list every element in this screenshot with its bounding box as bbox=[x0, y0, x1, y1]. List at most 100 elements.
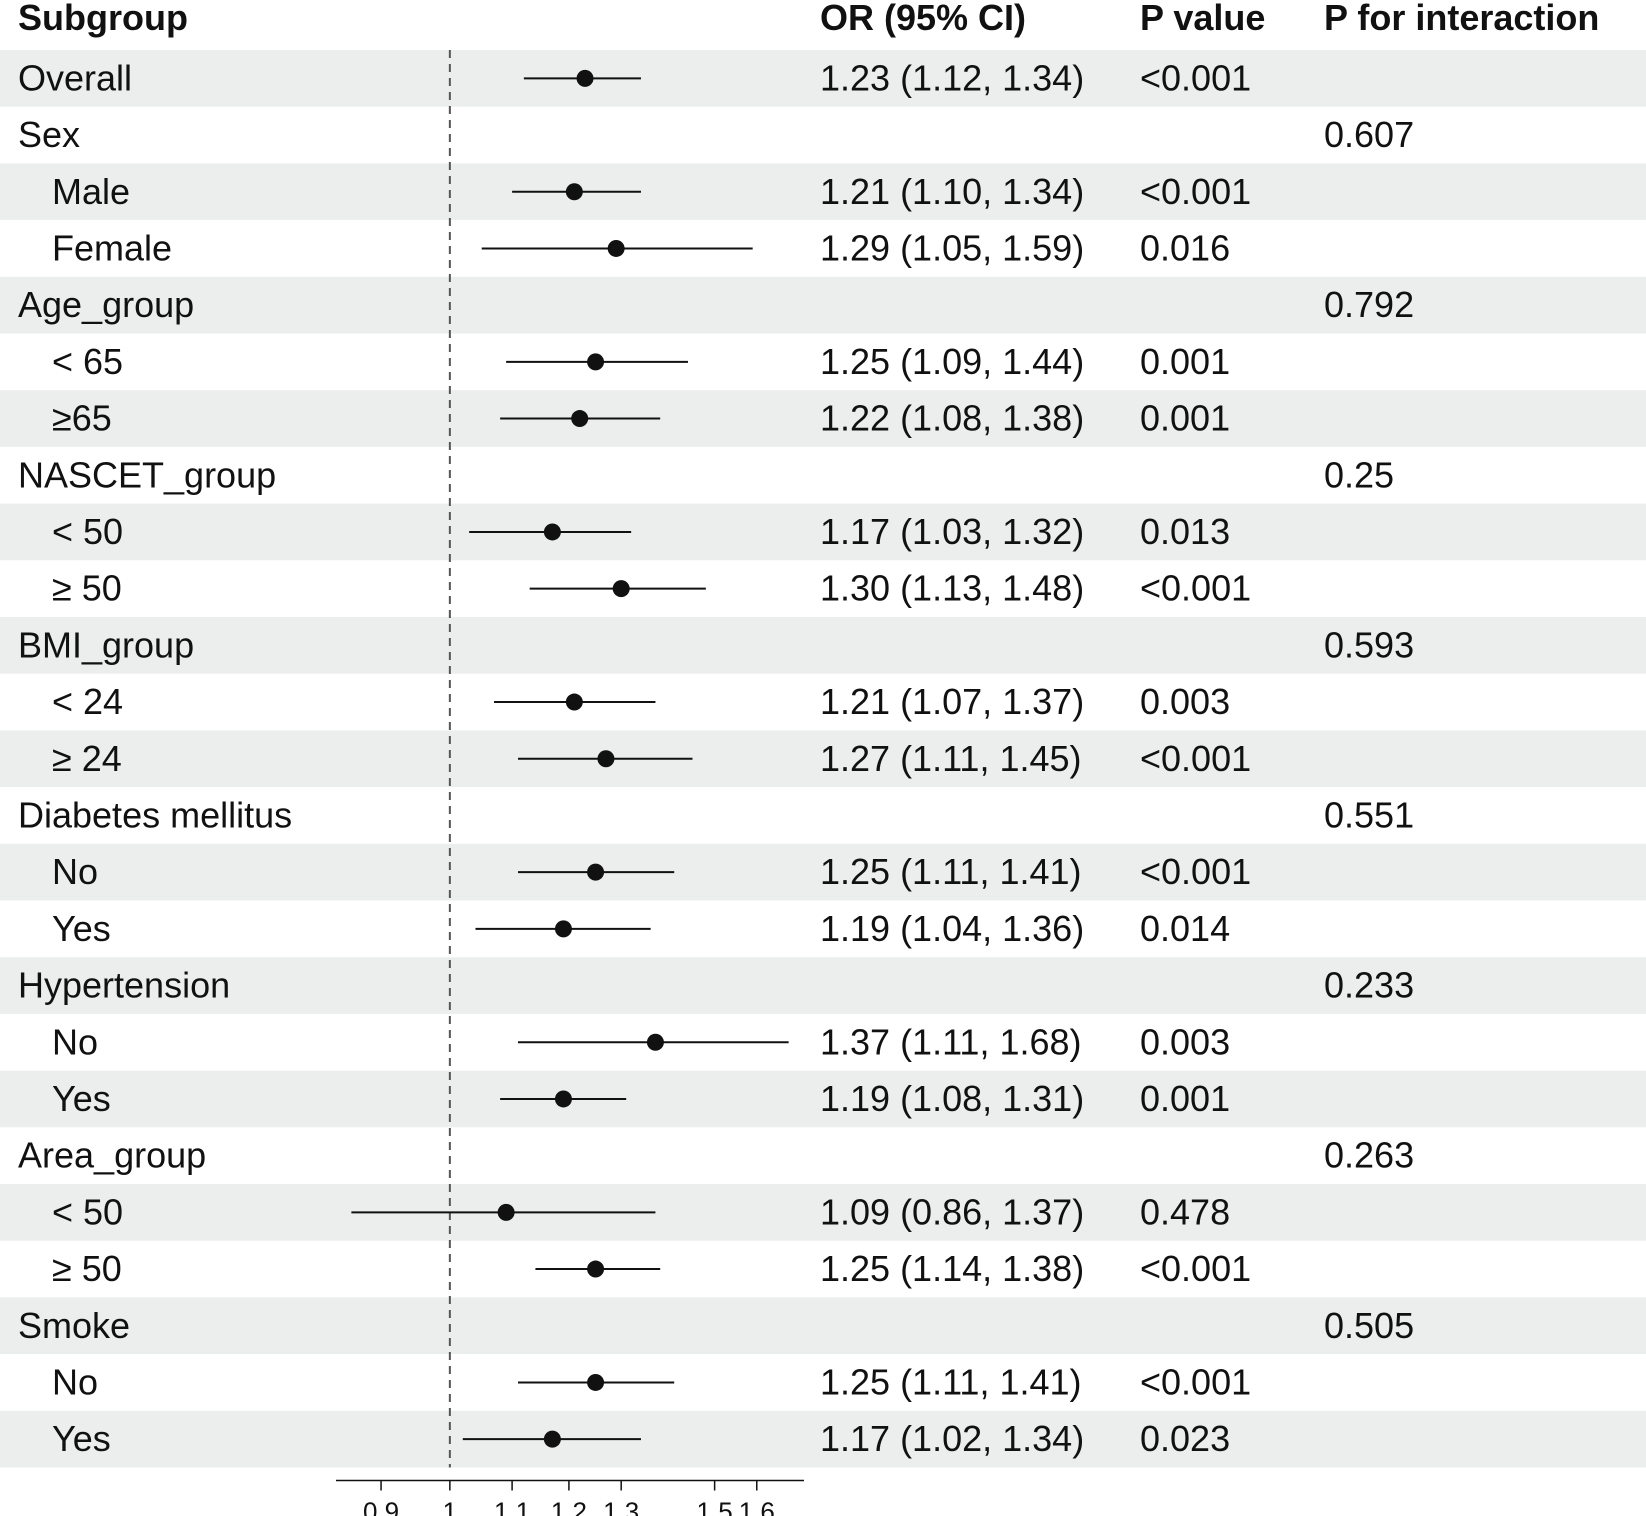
or-ci-value: 1.23 (1.12, 1.34) bbox=[820, 57, 1084, 98]
p-value: 0.023 bbox=[1140, 1418, 1230, 1459]
p-interaction-value: 0.505 bbox=[1324, 1305, 1414, 1346]
row-label: Age_group bbox=[18, 284, 194, 325]
or-ci-value: 1.37 (1.11, 1.68) bbox=[820, 1021, 1082, 1062]
or-ci-value: 1.19 (1.04, 1.36) bbox=[820, 908, 1084, 949]
header-p-value: P value bbox=[1140, 0, 1265, 38]
header-or-ci: OR (95% CI) bbox=[820, 0, 1026, 38]
row-stripe bbox=[0, 1184, 1646, 1241]
p-value: 0.001 bbox=[1140, 341, 1230, 382]
p-value: 0.003 bbox=[1140, 1021, 1230, 1062]
or-point bbox=[587, 353, 605, 371]
row-label: Hypertension bbox=[18, 965, 230, 1006]
p-value: 0.001 bbox=[1140, 398, 1230, 439]
or-ci-value: 1.25 (1.14, 1.38) bbox=[820, 1248, 1084, 1289]
or-ci-value: 1.21 (1.10, 1.34) bbox=[820, 171, 1084, 212]
or-ci-value: 1.25 (1.11, 1.41) bbox=[820, 1361, 1082, 1402]
or-point bbox=[587, 1260, 605, 1278]
row-label: No bbox=[52, 851, 98, 892]
row-label: < 65 bbox=[52, 341, 123, 382]
p-value: 0.016 bbox=[1140, 227, 1230, 268]
row-label: BMI_group bbox=[18, 624, 194, 665]
p-interaction-value: 0.792 bbox=[1324, 284, 1414, 325]
x-tick-label: 1 bbox=[443, 1497, 457, 1516]
p-value: 0.001 bbox=[1140, 1078, 1230, 1119]
p-interaction-value: 0.263 bbox=[1324, 1135, 1414, 1176]
or-point bbox=[543, 1430, 561, 1448]
or-ci-value: 1.25 (1.09, 1.44) bbox=[820, 341, 1084, 382]
p-value: 0.013 bbox=[1140, 511, 1230, 552]
row-stripe bbox=[0, 617, 1646, 674]
or-ci-value: 1.30 (1.13, 1.48) bbox=[820, 568, 1084, 609]
or-point bbox=[607, 239, 625, 257]
p-value: <0.001 bbox=[1140, 1248, 1251, 1289]
or-point bbox=[646, 1033, 664, 1051]
p-value: <0.001 bbox=[1140, 851, 1251, 892]
or-point bbox=[587, 1373, 605, 1391]
row-label: < 24 bbox=[52, 681, 123, 722]
row-stripe bbox=[0, 843, 1646, 901]
row-labels: Overall 1.23 (1.12, 1.34) <0.001 Sex 0.607 Ma… bbox=[18, 57, 1414, 1459]
row-stripe bbox=[0, 957, 1646, 1014]
or-point bbox=[571, 410, 589, 428]
p-value: 0.014 bbox=[1140, 908, 1230, 949]
x-tick-label: 1.3 bbox=[603, 1497, 639, 1516]
p-value: <0.001 bbox=[1140, 1361, 1251, 1402]
p-interaction-value: 0.593 bbox=[1324, 624, 1414, 665]
x-tick-label: 0.9 bbox=[363, 1497, 399, 1516]
row-label: Smoke bbox=[18, 1305, 130, 1346]
row-stripe bbox=[0, 163, 1646, 221]
p-interaction-value: 0.551 bbox=[1324, 794, 1414, 835]
row-label: < 50 bbox=[52, 1191, 123, 1232]
or-point bbox=[612, 580, 630, 598]
row-stripe bbox=[0, 1070, 1646, 1128]
p-interaction-value: 0.233 bbox=[1324, 965, 1414, 1006]
row-label: ≥65 bbox=[52, 398, 112, 439]
x-tick-label: 1.2 bbox=[551, 1497, 587, 1516]
row-stripes bbox=[0, 50, 1646, 1468]
or-point bbox=[576, 69, 594, 87]
column-headers: Subgroup OR (95% CI) P value P for inter… bbox=[18, 0, 1599, 38]
plot-marks bbox=[351, 69, 789, 1448]
header-p-interaction: P for interaction bbox=[1324, 0, 1599, 38]
row-label: Male bbox=[52, 171, 130, 212]
row-stripe bbox=[0, 276, 1646, 334]
row-stripe bbox=[0, 50, 1646, 107]
x-tick-label: 1.5 bbox=[697, 1497, 733, 1516]
x-tick-label: 1.1 bbox=[494, 1497, 530, 1516]
row-label: ≥ 24 bbox=[52, 738, 122, 779]
or-ci-value: 1.22 (1.08, 1.38) bbox=[820, 398, 1084, 439]
row-label: ≥ 50 bbox=[52, 1248, 122, 1289]
row-label: Yes bbox=[52, 1418, 111, 1459]
row-stripe bbox=[0, 730, 1646, 788]
p-value: 0.003 bbox=[1140, 681, 1230, 722]
header-subgroup: Subgroup bbox=[18, 0, 188, 38]
p-value: <0.001 bbox=[1140, 568, 1251, 609]
or-point bbox=[587, 863, 605, 881]
or-point bbox=[497, 1203, 515, 1221]
p-value: <0.001 bbox=[1140, 171, 1251, 212]
p-value: <0.001 bbox=[1140, 57, 1251, 98]
or-point bbox=[543, 523, 561, 541]
or-ci-value: 1.29 (1.05, 1.59) bbox=[820, 227, 1084, 268]
row-label: Area_group bbox=[18, 1135, 206, 1176]
or-point bbox=[597, 750, 615, 768]
or-ci-value: 1.19 (1.08, 1.31) bbox=[820, 1078, 1084, 1119]
row-label: Sex bbox=[18, 114, 80, 155]
row-label: No bbox=[52, 1361, 98, 1402]
or-ci-value: 1.25 (1.11, 1.41) bbox=[820, 851, 1082, 892]
row-stripe bbox=[0, 390, 1646, 447]
row-label: < 50 bbox=[52, 511, 123, 552]
row-label: Yes bbox=[52, 908, 111, 949]
or-point bbox=[565, 693, 583, 711]
or-point bbox=[565, 183, 583, 201]
row-label: Female bbox=[52, 227, 172, 268]
x-axis: 0.9 1 1.1 1.2 1.3 1.5 1.6 bbox=[336, 1479, 804, 1516]
row-label: ≥ 50 bbox=[52, 568, 122, 609]
row-label: Overall bbox=[18, 57, 132, 98]
p-interaction-value: 0.607 bbox=[1324, 114, 1414, 155]
row-label: Diabetes mellitus bbox=[18, 794, 292, 835]
row-label: Yes bbox=[52, 1078, 111, 1119]
row-label: No bbox=[52, 1021, 98, 1062]
or-ci-value: 1.21 (1.07, 1.37) bbox=[820, 681, 1084, 722]
